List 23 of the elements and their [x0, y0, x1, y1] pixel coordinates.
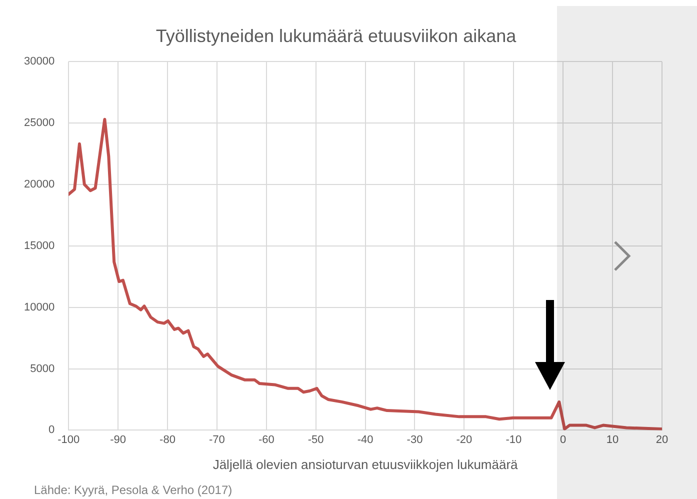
- y-tick-label: 0: [48, 424, 55, 436]
- x-tick-label: -60: [258, 434, 274, 446]
- y-tick-label: 5000: [30, 362, 55, 375]
- x-tick-label: -90: [110, 434, 126, 446]
- x-tick-label: -10: [506, 434, 522, 446]
- x-tick-label: 20: [656, 434, 668, 446]
- y-tick-label: 10000: [24, 301, 55, 314]
- x-tick-label: -70: [208, 434, 225, 446]
- chart-title: Työllistyneiden lukumäärä etuusviikon aikana: [156, 26, 518, 46]
- y-tick-label: 15000: [24, 240, 55, 252]
- text: Lähde: Kyyrä, Pesola & Verho (2017): [34, 483, 232, 497]
- x-tick-label: -40: [357, 434, 374, 446]
- x-tick-label: -80: [160, 434, 176, 446]
- x-tick-label: -30: [406, 434, 423, 446]
- x-tick-label: -100: [58, 434, 80, 446]
- x-tick-label: 10: [606, 434, 619, 446]
- x-axis-title: Jäljellä olevien ansioturvan etuusviikkojen lukumäärä: [212, 456, 519, 472]
- y-tick-label: 25000: [24, 117, 55, 130]
- x-tick-label: -20: [456, 434, 472, 446]
- y-tick-label: 20000: [24, 178, 55, 190]
- x-tick-label: 0: [560, 434, 566, 446]
- x-tick-label: -50: [308, 434, 324, 446]
- y-tick-label: 30000: [24, 56, 55, 68]
